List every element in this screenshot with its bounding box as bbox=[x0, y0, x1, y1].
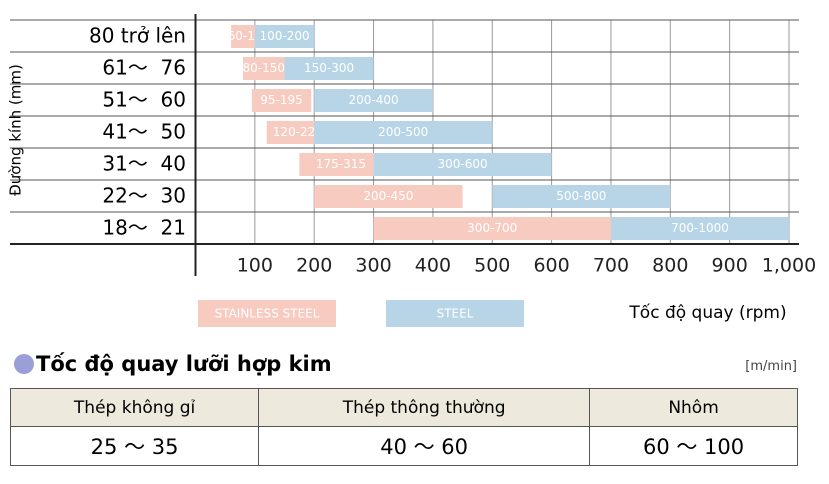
table-header: Nhôm bbox=[589, 388, 798, 427]
bar bbox=[254, 25, 315, 48]
legend-label: STAINLESS STEEL bbox=[215, 307, 320, 321]
unit: [m/min] bbox=[745, 359, 797, 374]
table-header: Thép không gỉ bbox=[9, 388, 260, 427]
x-tick-label: 100 bbox=[237, 255, 273, 277]
bar-label: 100-200 bbox=[259, 29, 309, 43]
y-tick-label: 80 trở lên bbox=[89, 24, 186, 48]
chart: Đường kính (mm) Tốc độ quay (rpm) 100 200… bbox=[7, 14, 816, 327]
table-cell: 60 ～ 100 bbox=[589, 426, 798, 466]
table-cell: 25 ～ 35 bbox=[9, 426, 260, 466]
x-tick-label: 400 bbox=[415, 255, 451, 277]
x-tick-label: 300 bbox=[355, 255, 391, 277]
bar bbox=[314, 185, 463, 208]
bar-label: 300-700 bbox=[467, 221, 517, 235]
bar-label: 150-300 bbox=[304, 61, 354, 75]
x-tick-label: 800 bbox=[652, 255, 688, 277]
bullet bbox=[14, 354, 34, 374]
legend-swatch bbox=[198, 300, 336, 327]
bar bbox=[314, 121, 493, 144]
bar-label: 200-400 bbox=[348, 93, 398, 107]
bar-label: 120-225 bbox=[273, 125, 323, 139]
speed-table: Thép không gỉ Thép thông thường Nhôm 25 ～ … bbox=[9, 388, 798, 466]
bar-label: 300-600 bbox=[438, 157, 488, 171]
bar bbox=[314, 89, 433, 112]
bar bbox=[373, 153, 552, 176]
y-tick-label: 51～ 60 bbox=[102, 88, 186, 112]
y-tick-label: 18～ 21 bbox=[102, 216, 186, 240]
y-tick-label: 31～ 40 bbox=[102, 152, 186, 176]
legend-swatch bbox=[386, 300, 524, 327]
y-tick-label: 41～ 50 bbox=[102, 120, 186, 144]
bar-label: 200-450 bbox=[363, 189, 413, 203]
bar-label: 700-1000 bbox=[671, 221, 729, 235]
bar bbox=[251, 89, 312, 112]
bar bbox=[242, 57, 285, 80]
x-tick-label: 700 bbox=[593, 255, 629, 277]
bar bbox=[266, 121, 330, 144]
bar bbox=[610, 217, 789, 240]
bar bbox=[492, 185, 671, 208]
section-title: Tốc độ quay lưỡi hợp kim bbox=[36, 352, 332, 376]
x-tick-label: 600 bbox=[533, 255, 569, 277]
y-axis-label: Đường kính (mm) bbox=[7, 64, 25, 196]
bar-label: 175-315 bbox=[316, 157, 366, 171]
bar-label: 200-500 bbox=[378, 125, 428, 139]
bar bbox=[373, 217, 611, 240]
x-tick-label: 200 bbox=[296, 255, 332, 277]
bar-label: 80-150 bbox=[242, 61, 285, 75]
bar bbox=[299, 153, 383, 176]
section-heading: Tốc độ quay lưỡi hợp kim bbox=[14, 352, 332, 376]
bar-label: 500-800 bbox=[556, 189, 606, 203]
x-tick-label: 900 bbox=[712, 255, 748, 277]
table-header: Thép thông thường bbox=[258, 388, 591, 427]
y-tick-label: 22～ 30 bbox=[102, 184, 186, 208]
bar-label: 95-195 bbox=[260, 93, 303, 107]
x-tick-label: 500 bbox=[474, 255, 510, 277]
legend-label: STEEL bbox=[437, 307, 474, 321]
bar bbox=[284, 57, 374, 80]
x-tick-label: 1,000 bbox=[762, 255, 816, 277]
y-tick-label: 61～ 76 bbox=[102, 56, 186, 80]
table-cell: 40 ～ 60 bbox=[258, 426, 591, 466]
x-axis-label: Tốc độ quay (rpm) bbox=[628, 302, 786, 323]
